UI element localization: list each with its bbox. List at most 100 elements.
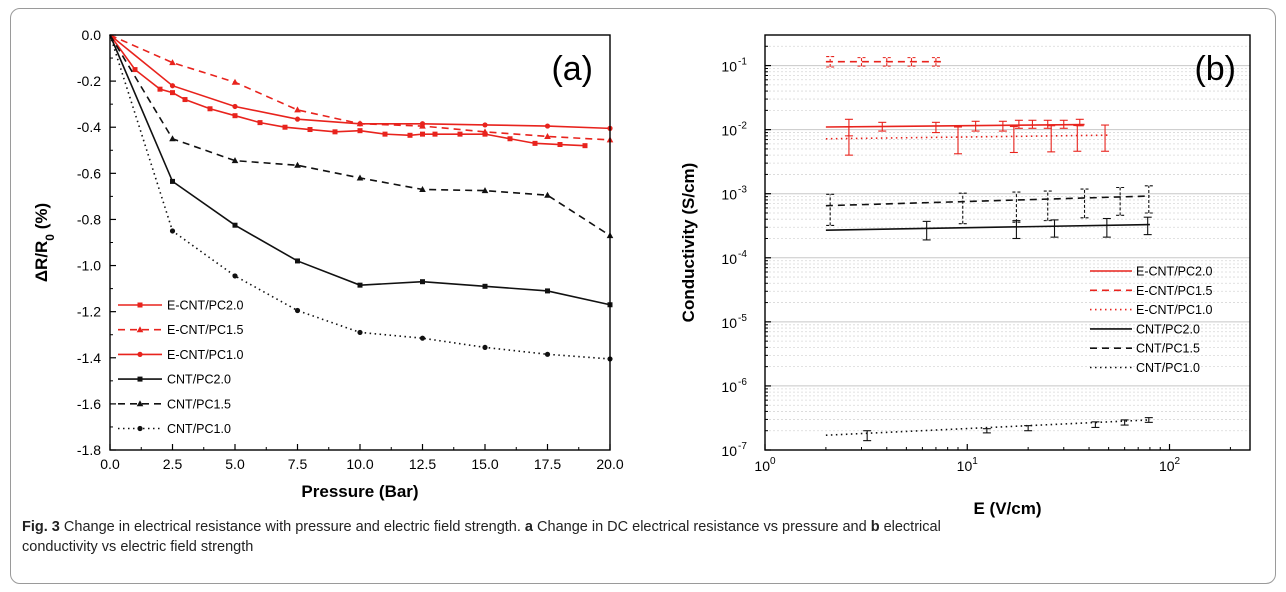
error-bar-b bbox=[1059, 119, 1068, 129]
data-point-a bbox=[481, 128, 489, 135]
y-tick-label-a: -0.8 bbox=[77, 211, 101, 227]
y-tick-label-b: 10 bbox=[721, 187, 737, 203]
legend-label-b: E-CNT/PC1.0 bbox=[1136, 303, 1212, 317]
data-point-a bbox=[419, 335, 426, 341]
data-point-a bbox=[169, 59, 176, 66]
legend-label-a: CNT/PC1.0 bbox=[167, 422, 231, 436]
y-tick-base-b: 10 bbox=[721, 315, 737, 331]
data-point-a bbox=[207, 106, 213, 112]
x-tick-label-a: 15.0 bbox=[471, 456, 498, 472]
data-point-a bbox=[132, 67, 138, 73]
legend-label-b: E-CNT/PC2.0 bbox=[1136, 265, 1212, 279]
y-tick-exp-b: -1 bbox=[738, 57, 747, 68]
data-point-a bbox=[420, 131, 425, 137]
data-point-a bbox=[294, 116, 301, 122]
data-point-a bbox=[356, 174, 364, 181]
y-tick-base-b: 10 bbox=[721, 187, 737, 203]
data-point-a bbox=[157, 86, 163, 92]
y-tick-exp-b: -5 bbox=[738, 313, 747, 324]
legend-label-b: CNT/PC2.0 bbox=[1136, 322, 1200, 336]
error-bar-b bbox=[1043, 119, 1052, 129]
data-point-a bbox=[257, 120, 263, 126]
x-tick-base-b: 10 bbox=[754, 458, 770, 474]
data-point-a bbox=[420, 279, 425, 285]
data-point-a bbox=[407, 132, 413, 138]
data-point-a bbox=[419, 121, 426, 127]
y-tick-label-a: -1.0 bbox=[77, 258, 101, 274]
error-bar-b bbox=[1047, 125, 1056, 153]
caption-text-3: electrical bbox=[879, 519, 941, 535]
error-bar-b bbox=[931, 121, 940, 134]
x-tick-base-b: 10 bbox=[1159, 458, 1175, 474]
caption-text-1: Change in electrical resistance with pre… bbox=[59, 519, 525, 535]
y-tick-label-b: 10 bbox=[721, 379, 737, 395]
error-bar-b bbox=[971, 120, 980, 132]
data-point-a bbox=[582, 143, 588, 149]
legend-marker-a bbox=[137, 302, 143, 308]
error-bar-b bbox=[982, 428, 991, 434]
y-tick-base-b: 10 bbox=[721, 123, 737, 139]
data-point-a bbox=[231, 78, 239, 85]
error-bar-b bbox=[931, 57, 940, 67]
y-tick-label-a: 0.0 bbox=[82, 27, 102, 43]
x-tick-label-a: 0.0 bbox=[100, 456, 120, 472]
y-tick-exp-b: -7 bbox=[738, 441, 747, 452]
series-line-b bbox=[825, 223, 1150, 231]
y-tick-label-b: 10 bbox=[721, 123, 737, 139]
data-point-a bbox=[544, 123, 551, 129]
x-tick-label-a: 20.0 bbox=[596, 456, 623, 472]
y-tick-exp-b: -3 bbox=[738, 185, 747, 196]
error-bar-b bbox=[998, 120, 1007, 132]
data-point-a bbox=[307, 127, 313, 133]
y-tick-label-a: -1.8 bbox=[77, 442, 101, 458]
data-point-a bbox=[294, 307, 301, 314]
y-tick-base-b: 10 bbox=[721, 59, 737, 75]
data-point-a bbox=[457, 131, 463, 137]
x-tick-label-a: 17.5 bbox=[534, 456, 561, 472]
x-tick-label-a: 2.5 bbox=[163, 456, 183, 472]
error-bar-b bbox=[1120, 419, 1129, 426]
chart-a: 0.0 2.5 5.0 7.5 10.0 12.5 15.0 17.5 20.0 0.0 -0.2 -… bbox=[32, 27, 1251, 518]
legend-label-a: CNT/PC2.0 bbox=[167, 373, 231, 387]
error-bar-b bbox=[954, 126, 963, 155]
data-point-a bbox=[357, 282, 363, 288]
y-tick-label-a: -0.6 bbox=[77, 165, 101, 181]
y-tick-label-b: 10 bbox=[721, 315, 737, 331]
error-bar-b bbox=[1012, 220, 1021, 240]
caption-line-2: conductivity vs electric field strength bbox=[22, 539, 254, 555]
data-point-a bbox=[507, 136, 513, 142]
error-bar-b bbox=[1050, 219, 1059, 238]
legend-marker-a bbox=[136, 400, 144, 407]
y-tick-label-a: -0.2 bbox=[77, 73, 101, 89]
x-tick-label-b: 101 bbox=[957, 456, 979, 474]
legend-label-a: CNT/PC1.5 bbox=[167, 397, 231, 411]
data-point-a bbox=[544, 132, 551, 139]
x-tick-label-b: 100 bbox=[754, 456, 776, 474]
x-tick-exp-b: 1 bbox=[972, 456, 978, 467]
error-bar-b bbox=[922, 220, 931, 241]
error-bar-b bbox=[1091, 421, 1100, 428]
legend-marker-a bbox=[137, 376, 143, 382]
error-bar-b bbox=[958, 192, 967, 225]
y-tick-label-a: -1.4 bbox=[77, 350, 101, 366]
data-point-a bbox=[482, 122, 488, 128]
data-point-a bbox=[382, 131, 388, 137]
error-bar-b bbox=[1102, 217, 1111, 238]
error-bar-b bbox=[1028, 119, 1037, 129]
series-line-a bbox=[109, 34, 611, 130]
data-point-a bbox=[169, 135, 176, 142]
plot-frame-a bbox=[109, 34, 611, 451]
data-point-a bbox=[294, 161, 301, 168]
series-line-a bbox=[109, 34, 611, 306]
series-line-b bbox=[825, 123, 1085, 128]
legend-marker-a bbox=[137, 425, 143, 432]
legend-marker-a bbox=[137, 351, 143, 357]
x-tick-label-a: 10.0 bbox=[346, 456, 373, 472]
plot-frame-b bbox=[764, 34, 1251, 451]
error-bar-b bbox=[1143, 216, 1152, 236]
y-axis-label-a: ΔR/R0 (%) bbox=[32, 203, 57, 282]
data-point-a bbox=[557, 142, 563, 148]
data-point-a bbox=[232, 113, 238, 119]
error-bar-b bbox=[863, 430, 872, 442]
caption-b-label: b bbox=[870, 519, 880, 535]
